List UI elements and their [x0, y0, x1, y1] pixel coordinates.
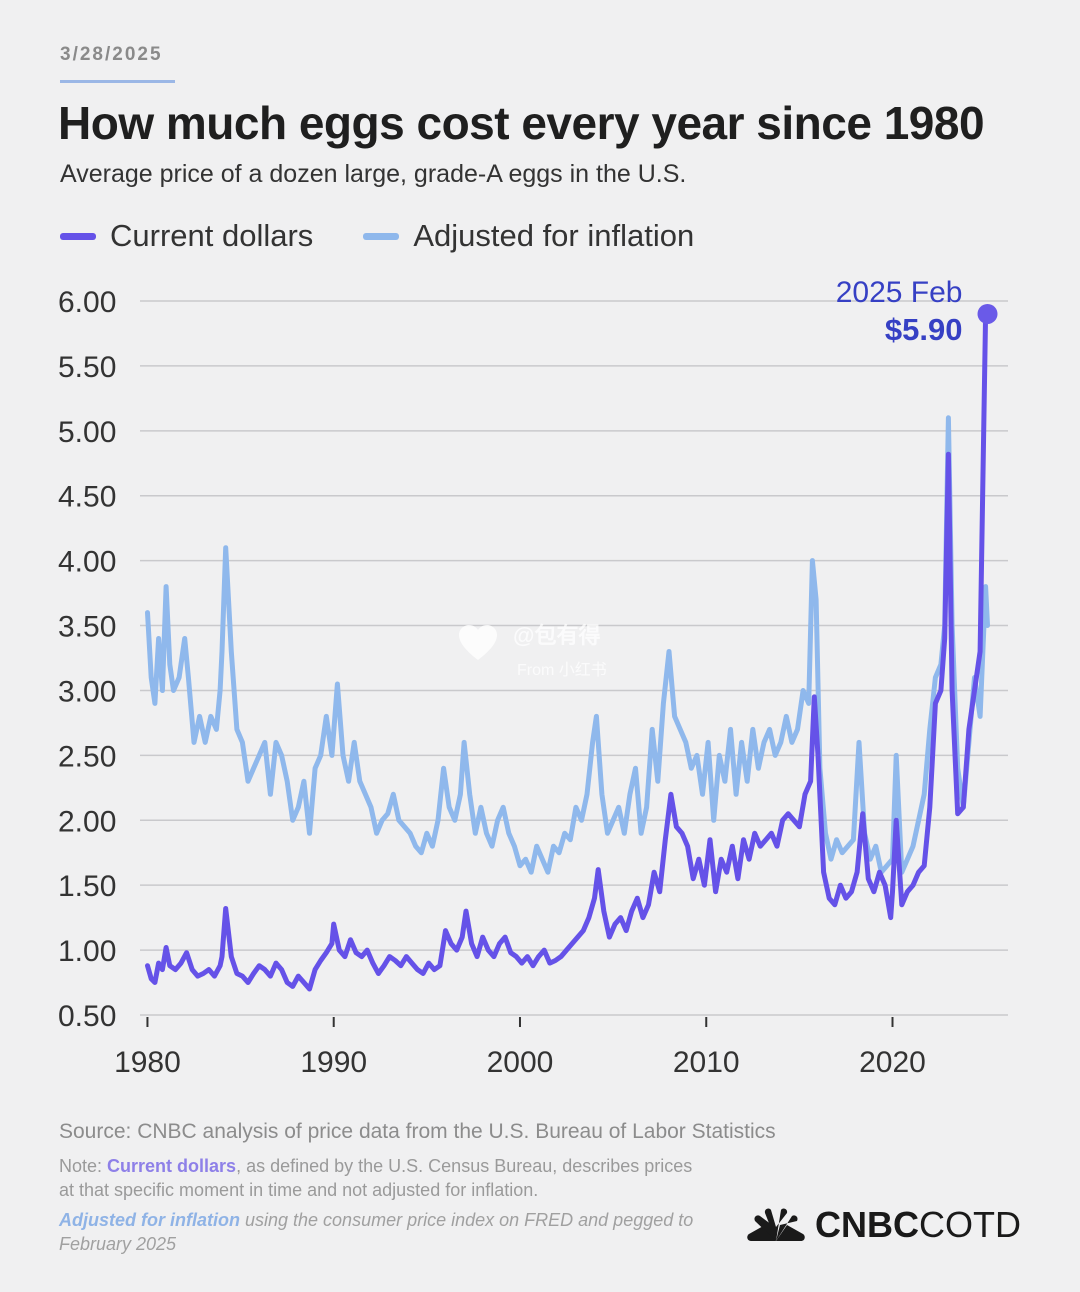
y-tick-label: 4.50	[58, 481, 116, 514]
y-tick-label: 5.00	[58, 416, 116, 449]
x-tick-label: 2000	[487, 1046, 554, 1079]
y-tick-label: 3.50	[58, 611, 116, 644]
logo-light: COTD	[919, 1204, 1021, 1245]
legend-item-current: Current dollars	[60, 218, 313, 254]
cnbc-logo: CNBCCOTD	[745, 1200, 1021, 1250]
date-underline	[60, 80, 175, 83]
x-tick-label: 2020	[859, 1046, 926, 1079]
adj-body: using the consumer price index on FRED a…	[59, 1210, 694, 1254]
chart-subtitle: Average price of a dozen large, grade-A …	[60, 160, 687, 188]
series-line-adjusted-for-inflation	[145, 415, 990, 875]
line-chart: 0.50 1.00 1.50 2.00 2.50 3.00 3.50 4.00 4.50 5.00…	[58, 276, 1008, 1079]
series-line-current-dollars	[145, 311, 990, 992]
peacock-icon	[747, 1208, 805, 1241]
current-dollars-note: Note: Current dollars, as defined by the…	[59, 1154, 699, 1202]
inflation-note: Adjusted for inflation using the consume…	[59, 1208, 699, 1256]
x-tick-label: 2010	[673, 1046, 740, 1079]
legend-item-adjusted: Adjusted for inflation	[363, 218, 694, 254]
date-label: 3/28/2025	[60, 44, 163, 65]
legend-label-current: Current dollars	[110, 218, 314, 253]
annotation-value-label: $5.90	[885, 312, 963, 347]
x-tick-label: 1980	[114, 1046, 181, 1079]
annotation-marker	[977, 303, 998, 324]
y-tick-label: 6.00	[58, 286, 116, 319]
note-body: , as defined by the U.S. Census Bureau, …	[59, 1156, 693, 1200]
legend-swatch-adjusted	[363, 232, 400, 240]
source-note: Source: CNBC analysis of price data from…	[59, 1120, 776, 1143]
y-tick-label: 5.50	[58, 351, 116, 384]
y-tick-label: 4.00	[58, 546, 116, 579]
annotation-date-label: 2025 Feb	[836, 276, 963, 309]
legend: Current dollars Adjusted for inflation	[60, 216, 694, 256]
adj-keyword: Adjusted for inflation	[59, 1210, 240, 1230]
logo-bold: CNBC	[815, 1204, 919, 1245]
y-tick-label: 2.00	[58, 805, 116, 838]
y-tick-label: 1.00	[58, 935, 116, 968]
x-tick-label: 1990	[300, 1046, 367, 1079]
legend-label-adjusted: Adjusted for inflation	[413, 218, 695, 253]
note-prefix: Note:	[59, 1156, 108, 1176]
y-tick-label: 0.50	[58, 1000, 116, 1033]
y-tick-label: 2.50	[58, 740, 116, 773]
y-tick-label: 1.50	[58, 870, 116, 903]
note-keyword: Current dollars	[107, 1156, 237, 1176]
logo-text: CNBCCOTD	[815, 1204, 1021, 1246]
y-tick-label: 3.00	[58, 675, 116, 708]
chart-title: How much eggs cost every year since 1980	[58, 97, 985, 149]
legend-swatch-current	[60, 232, 96, 240]
